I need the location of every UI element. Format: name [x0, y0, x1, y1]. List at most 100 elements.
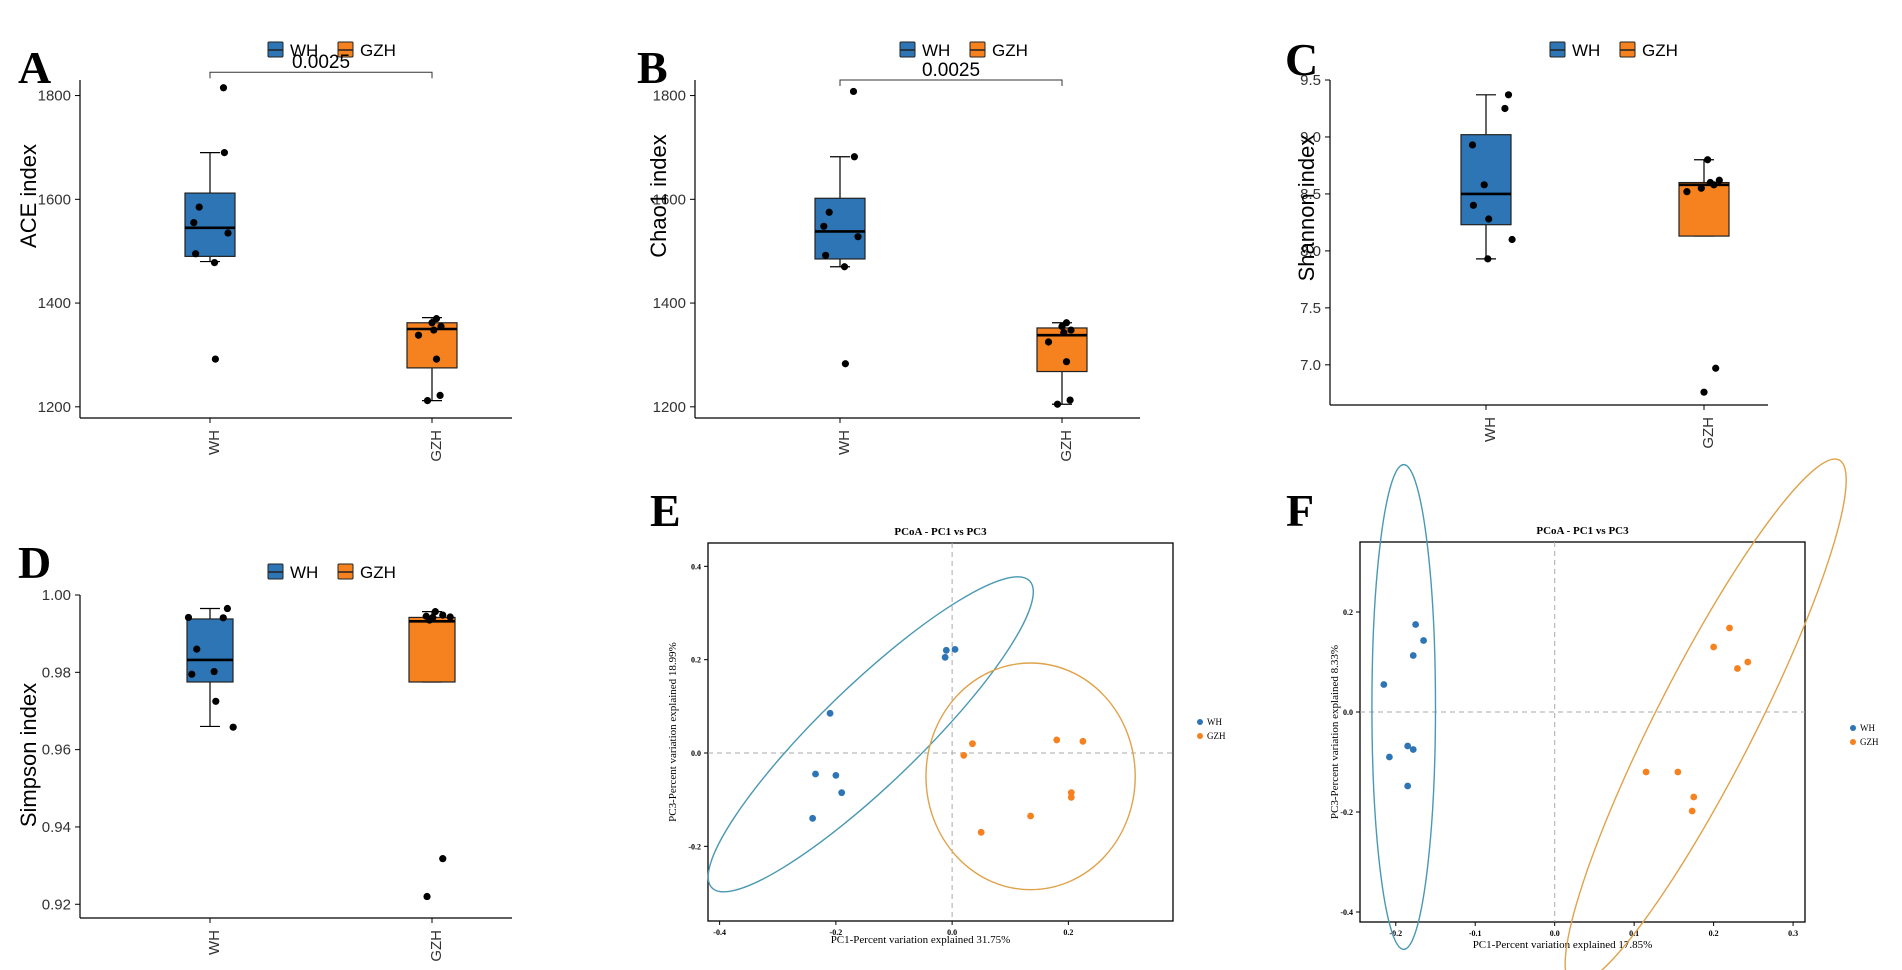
x-tick-label-wh: WH: [836, 430, 853, 455]
legend-label-gzh: GZH: [360, 563, 396, 582]
y-tick-label: 1600: [38, 191, 71, 208]
confidence-ellipse-gzh: [925, 662, 1136, 891]
data-point: [820, 222, 828, 230]
significance-p-value: 0.0025: [922, 60, 980, 81]
box-body: [1460, 134, 1512, 226]
data-point: [841, 360, 850, 368]
plot-title: PCoA - PC1 vs PC3: [894, 526, 987, 538]
data-point: [825, 208, 833, 216]
y-tick-label: 8.0: [1300, 243, 1321, 260]
data-point: [229, 723, 237, 731]
x-tick-label-gzh: GZH: [1700, 417, 1717, 449]
scatter-point-wh: [838, 789, 846, 797]
y-axis-label: PC3-Percent variation explained 18.99%: [667, 642, 679, 822]
x-tick-label: 0.2: [1709, 929, 1719, 938]
x-tick-label: -0.2: [1389, 929, 1402, 938]
y-tick-label: 7.0: [1300, 357, 1321, 374]
legend-dot-gzh: [1850, 739, 1856, 745]
box-wh: [184, 152, 236, 263]
y-tick-label: 1.00: [42, 587, 71, 604]
panel-label: B: [637, 42, 668, 93]
y-tick-label: 0.96: [42, 742, 71, 759]
y-tick-label: -0.2: [688, 842, 701, 851]
plot-title: PCoA - PC1 vs PC3: [1536, 525, 1629, 537]
x-tick-label-wh: WH: [206, 930, 223, 955]
data-point: [1697, 184, 1705, 192]
y-tick-label: 0.94: [42, 819, 71, 836]
significance-p-value: 0.0025: [292, 52, 350, 73]
x-tick-label-wh: WH: [1482, 417, 1499, 442]
data-point: [190, 219, 198, 227]
data-point: [1480, 181, 1488, 189]
legend-label-gzh: GZH: [992, 41, 1028, 60]
significance-bracket: [209, 71, 433, 79]
y-tick-label: 1800: [653, 88, 686, 105]
legend-label-wh: WH: [1572, 41, 1600, 60]
panel-e: E PCoA - PC1 vs PC3 -0.4 -0.2 0.0 0.2 -0.2 0.0 0…: [650, 485, 1226, 946]
legend: WH GZH: [267, 41, 396, 60]
data-point: [1508, 235, 1516, 244]
y-tick-label: 0.4: [691, 562, 701, 571]
box-body: [408, 616, 456, 683]
scatter-point-wh: [1404, 742, 1412, 750]
panel-label: F: [1286, 485, 1314, 536]
box-wh: [1460, 94, 1512, 260]
data-point: [439, 855, 447, 863]
legend: WH GZH: [899, 41, 1028, 60]
data-point: [428, 319, 436, 327]
scatter-point-gzh: [1027, 812, 1034, 820]
x-axis-label: PC1-Percent variation explained 17.85%: [1473, 939, 1653, 951]
confidence-ellipse-wh: [1371, 463, 1437, 951]
data-point: [219, 84, 228, 92]
data-point: [195, 203, 203, 211]
x-tick-label-wh: WH: [206, 430, 223, 455]
data-point: [446, 613, 454, 621]
data-point: [1485, 215, 1493, 223]
data-point: [210, 667, 218, 676]
scatter-point-gzh: [1744, 658, 1752, 666]
legend-label-wh: WH: [290, 563, 318, 582]
box-gzh: [1678, 159, 1730, 237]
legend: WH GZH: [1549, 41, 1678, 60]
y-axis-label: PC3-Percent variation explained 8.33%: [1329, 645, 1341, 819]
y-tick-label: 0.98: [42, 664, 71, 681]
panel-label: A: [18, 42, 51, 93]
scatter-point-wh: [942, 646, 950, 654]
data-point: [1504, 91, 1513, 99]
scatter-point-wh: [1404, 782, 1412, 790]
scatter-point-wh: [826, 709, 834, 717]
y-tick-label: 8.5: [1300, 186, 1321, 203]
legend-label-wh: WH: [922, 41, 950, 60]
data-point: [220, 149, 228, 157]
data-point: [439, 611, 447, 619]
y-axis-label: ACE index: [16, 144, 41, 248]
data-point: [431, 608, 439, 616]
data-point: [1484, 255, 1492, 263]
y-tick-label: 0.2: [691, 656, 701, 665]
scatter-point-gzh: [960, 751, 968, 759]
legend-label-gzh: GZH: [1207, 731, 1226, 741]
data-point: [193, 645, 201, 653]
x-tick-label: -0.1: [1469, 929, 1482, 938]
data-point: [854, 233, 862, 241]
scatter-point-wh: [1409, 652, 1417, 659]
y-tick-label: 1800: [38, 88, 71, 105]
x-tick-label: 0.2: [1063, 928, 1073, 937]
scatter-point-gzh: [1079, 737, 1087, 745]
legend-label-gzh: GZH: [360, 41, 396, 60]
x-tick-label: -0.2: [830, 928, 843, 937]
legend-label-wh: WH: [290, 41, 318, 60]
data-point: [840, 263, 849, 271]
data-point: [1683, 188, 1691, 196]
scatter-point-gzh: [977, 828, 985, 836]
significance-bracket: [839, 79, 1063, 86]
data-point: [1062, 358, 1071, 366]
panel-label: D: [18, 537, 51, 588]
legend-label-gzh: GZH: [1642, 41, 1678, 60]
data-point: [210, 259, 219, 267]
data-point: [1710, 181, 1718, 189]
scatter-point-gzh: [1710, 643, 1718, 651]
data-point: [414, 331, 423, 339]
data-point: [1044, 338, 1053, 346]
